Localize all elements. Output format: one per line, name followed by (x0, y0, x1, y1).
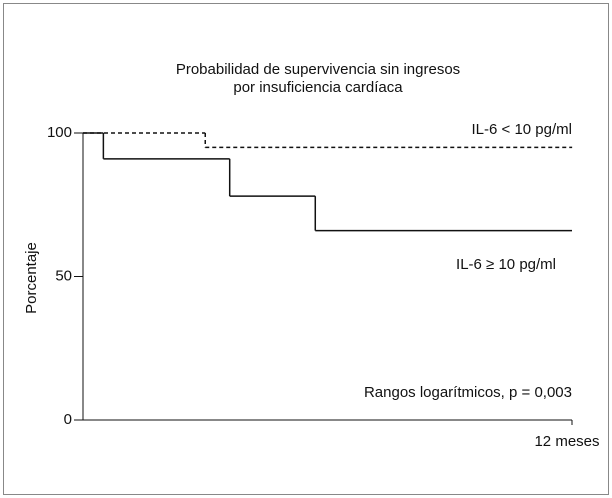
y-tick-label: 50 (55, 267, 72, 284)
x-tick-label: 12 meses (534, 433, 599, 450)
y-tick-label: 0 (64, 411, 72, 428)
chart-title: Probabilidad de supervivencia sin ingres… (176, 61, 460, 78)
frame (3, 3, 609, 495)
annotation: Rangos logarítmicos, p = 0,003 (364, 384, 572, 401)
series-label: IL-6 ≥ 10 pg/ml (456, 256, 556, 273)
y-tick-label: 100 (47, 124, 72, 141)
chart-title: por insuficiencia cardíaca (233, 79, 403, 96)
series-label: IL-6 < 10 pg/ml (472, 121, 572, 138)
y-axis-label: Porcentaje (23, 242, 40, 314)
